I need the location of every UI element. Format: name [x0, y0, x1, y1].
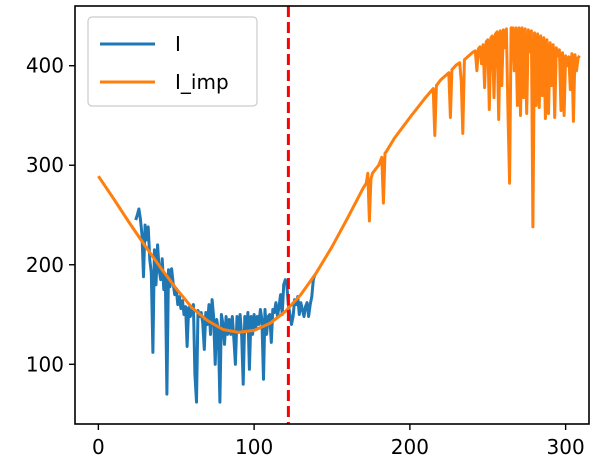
y-tick-label: 200	[26, 253, 64, 277]
x-tick-label: 300	[547, 435, 585, 459]
series-layer	[97, 26, 581, 404]
series-line-i-imp	[97, 26, 581, 334]
x-tick-label: 0	[92, 435, 105, 459]
y-tick-label: 400	[26, 54, 64, 78]
legend-label-i-imp: I_imp	[175, 70, 229, 94]
plot-frame	[74, 5, 590, 425]
legend-box	[87, 16, 258, 107]
y-axis: 100 200 300 400	[26, 54, 75, 376]
x-tick-label: 200	[391, 435, 429, 459]
legend: I I_imp	[87, 16, 258, 107]
y-tick-label: 100	[26, 352, 64, 376]
x-tick-label: 100	[235, 435, 273, 459]
legend-label-i: I	[175, 32, 181, 56]
x-axis: 0 100 200 300	[92, 424, 585, 459]
y-tick-label: 300	[26, 153, 64, 177]
